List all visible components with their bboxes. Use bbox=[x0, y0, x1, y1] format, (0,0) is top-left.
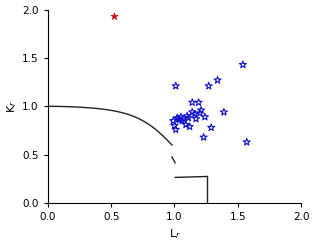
Point bbox=[240, 63, 245, 67]
Point bbox=[187, 125, 192, 129]
Point bbox=[171, 119, 176, 123]
Point bbox=[193, 117, 198, 121]
Point bbox=[190, 101, 195, 104]
Point bbox=[197, 111, 202, 115]
Point bbox=[202, 115, 207, 119]
Point bbox=[198, 108, 203, 112]
Point bbox=[185, 114, 190, 118]
Point bbox=[244, 140, 249, 144]
Point bbox=[215, 78, 220, 82]
Point bbox=[178, 115, 183, 119]
Point bbox=[209, 126, 214, 130]
Point bbox=[173, 127, 178, 131]
Point bbox=[221, 110, 226, 114]
X-axis label: L$_r$: L$_r$ bbox=[169, 228, 180, 242]
Point bbox=[173, 84, 178, 88]
Point bbox=[181, 117, 186, 121]
Point bbox=[176, 117, 181, 121]
Point bbox=[111, 14, 116, 18]
Point bbox=[183, 123, 188, 127]
Point bbox=[206, 84, 211, 88]
Point bbox=[180, 119, 185, 123]
Point bbox=[177, 118, 182, 122]
Point bbox=[190, 110, 195, 114]
Point bbox=[201, 135, 206, 139]
Point bbox=[172, 124, 177, 128]
Y-axis label: K$_r$: K$_r$ bbox=[6, 100, 19, 113]
Point bbox=[196, 101, 201, 104]
Point bbox=[175, 116, 180, 120]
Point bbox=[186, 116, 191, 120]
Point bbox=[192, 112, 197, 116]
